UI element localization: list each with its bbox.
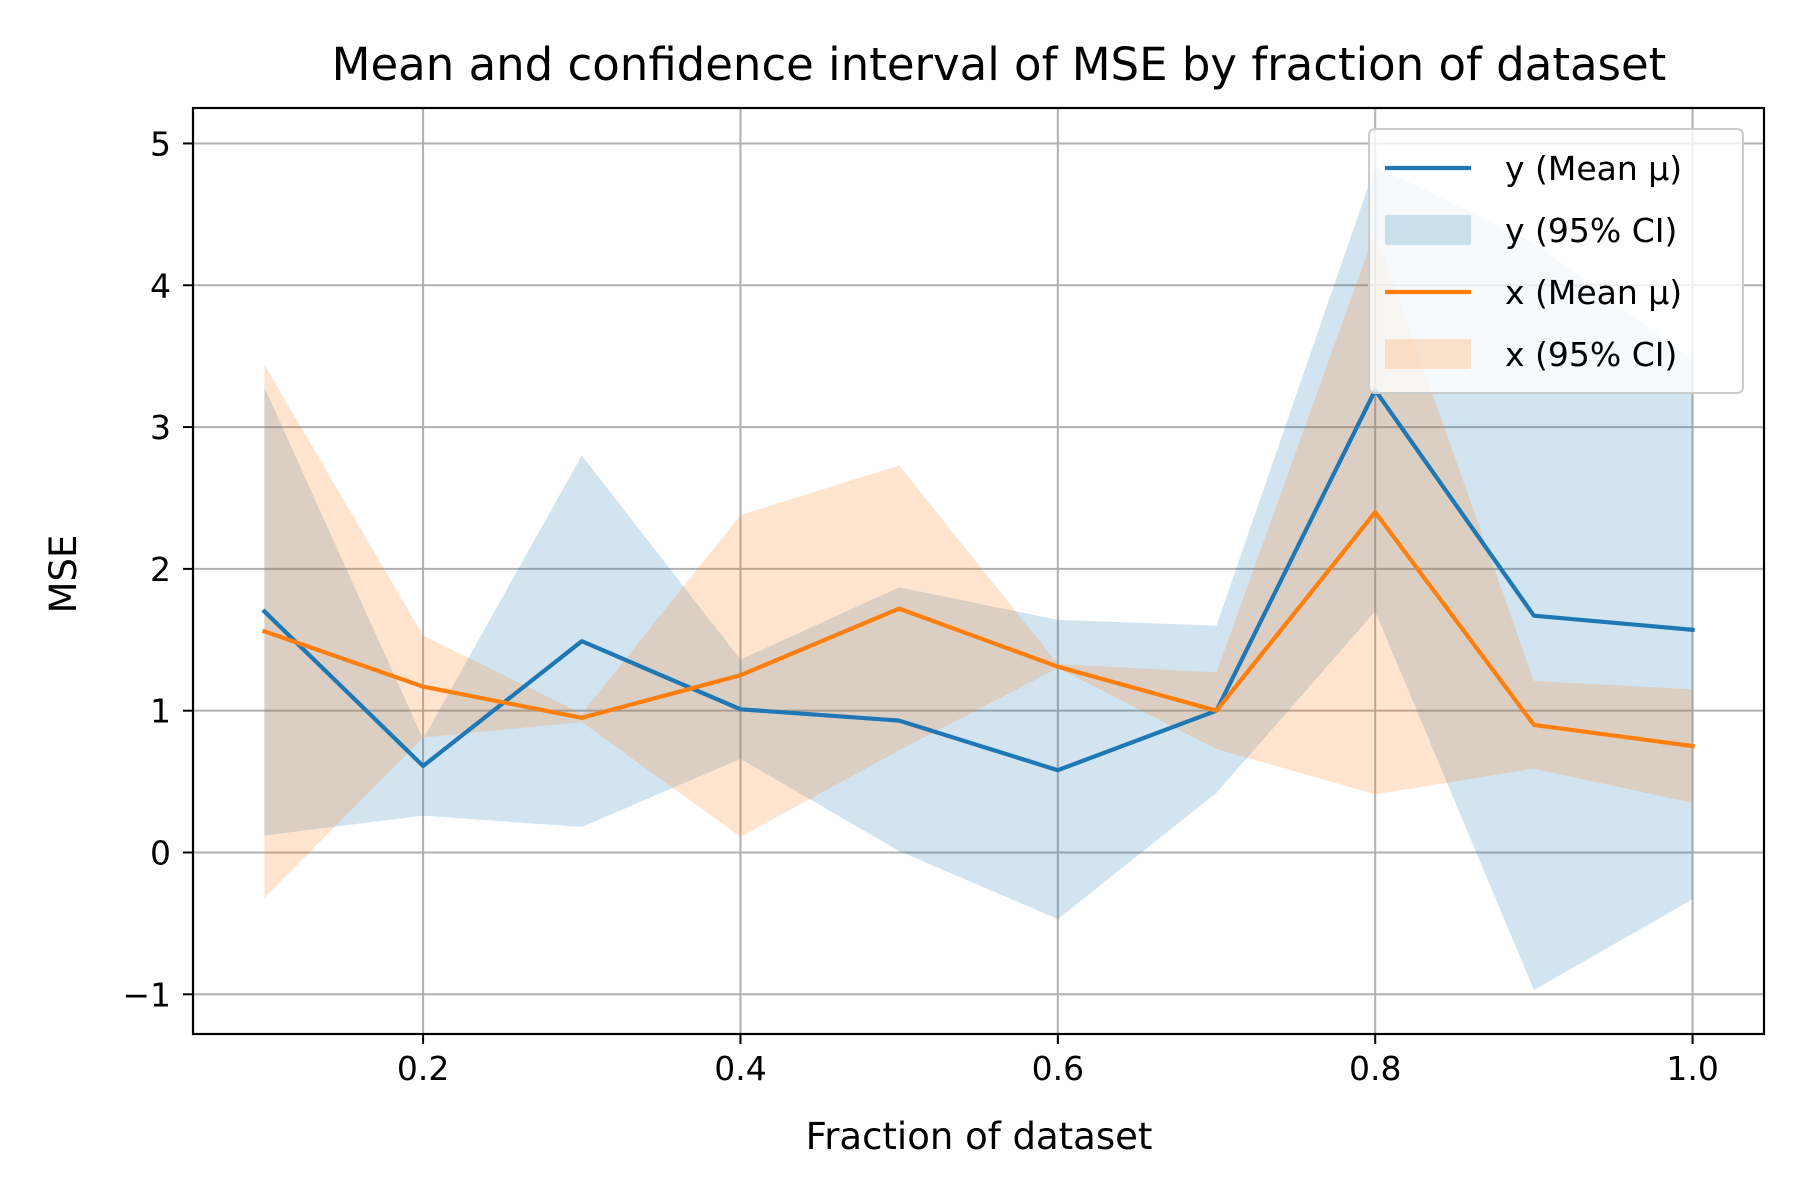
x-tick-label: 0.4 <box>714 1049 766 1088</box>
y-tick-label: 0 <box>150 833 171 872</box>
series-layer <box>261 166 1695 991</box>
ci-band-x <box>264 231 1693 898</box>
legend-label: y (95% CI) <box>1505 211 1677 250</box>
ci-band-y <box>264 166 1693 991</box>
x-tick-label: 1.0 <box>1666 1049 1718 1088</box>
y-tick-label: 3 <box>150 408 171 447</box>
chart-title: Mean and confidence interval of MSE by f… <box>332 38 1667 91</box>
legend-label: x (Mean μ) <box>1505 273 1682 312</box>
legend: y (Mean μ) y (95% CI) x (Mean μ) x (95% CI) <box>1368 128 1744 394</box>
x-tick-label: 0.2 <box>397 1049 449 1088</box>
y-axis-label: MSE <box>42 535 85 614</box>
y-tick-label: 2 <box>150 550 171 589</box>
x-axis-label: Fraction of dataset <box>806 1115 1153 1158</box>
y-tick-label: 5 <box>150 124 171 163</box>
plot-area: 0.2 0.4 0.6 0.8 1.0 −1 0 1 2 3 4 5 y (Mean μ) y (95% … <box>122 106 1766 1088</box>
legend-box <box>1368 128 1744 394</box>
x-tick-label: 0.6 <box>1032 1049 1084 1088</box>
x-tick-label: 0.8 <box>1349 1049 1401 1088</box>
y-tick-label: 1 <box>150 692 171 731</box>
mean-line-x <box>261 510 1695 749</box>
legend-label: y (Mean μ) <box>1505 149 1682 188</box>
y-tick-label: −1 <box>122 975 171 1014</box>
y-tick-label: 4 <box>150 266 171 305</box>
axes-frame <box>191 106 1766 1036</box>
legend-label: x (95% CI) <box>1505 335 1677 374</box>
legend-patch-swatch <box>1385 339 1471 369</box>
legend-patch-swatch <box>1385 215 1471 245</box>
